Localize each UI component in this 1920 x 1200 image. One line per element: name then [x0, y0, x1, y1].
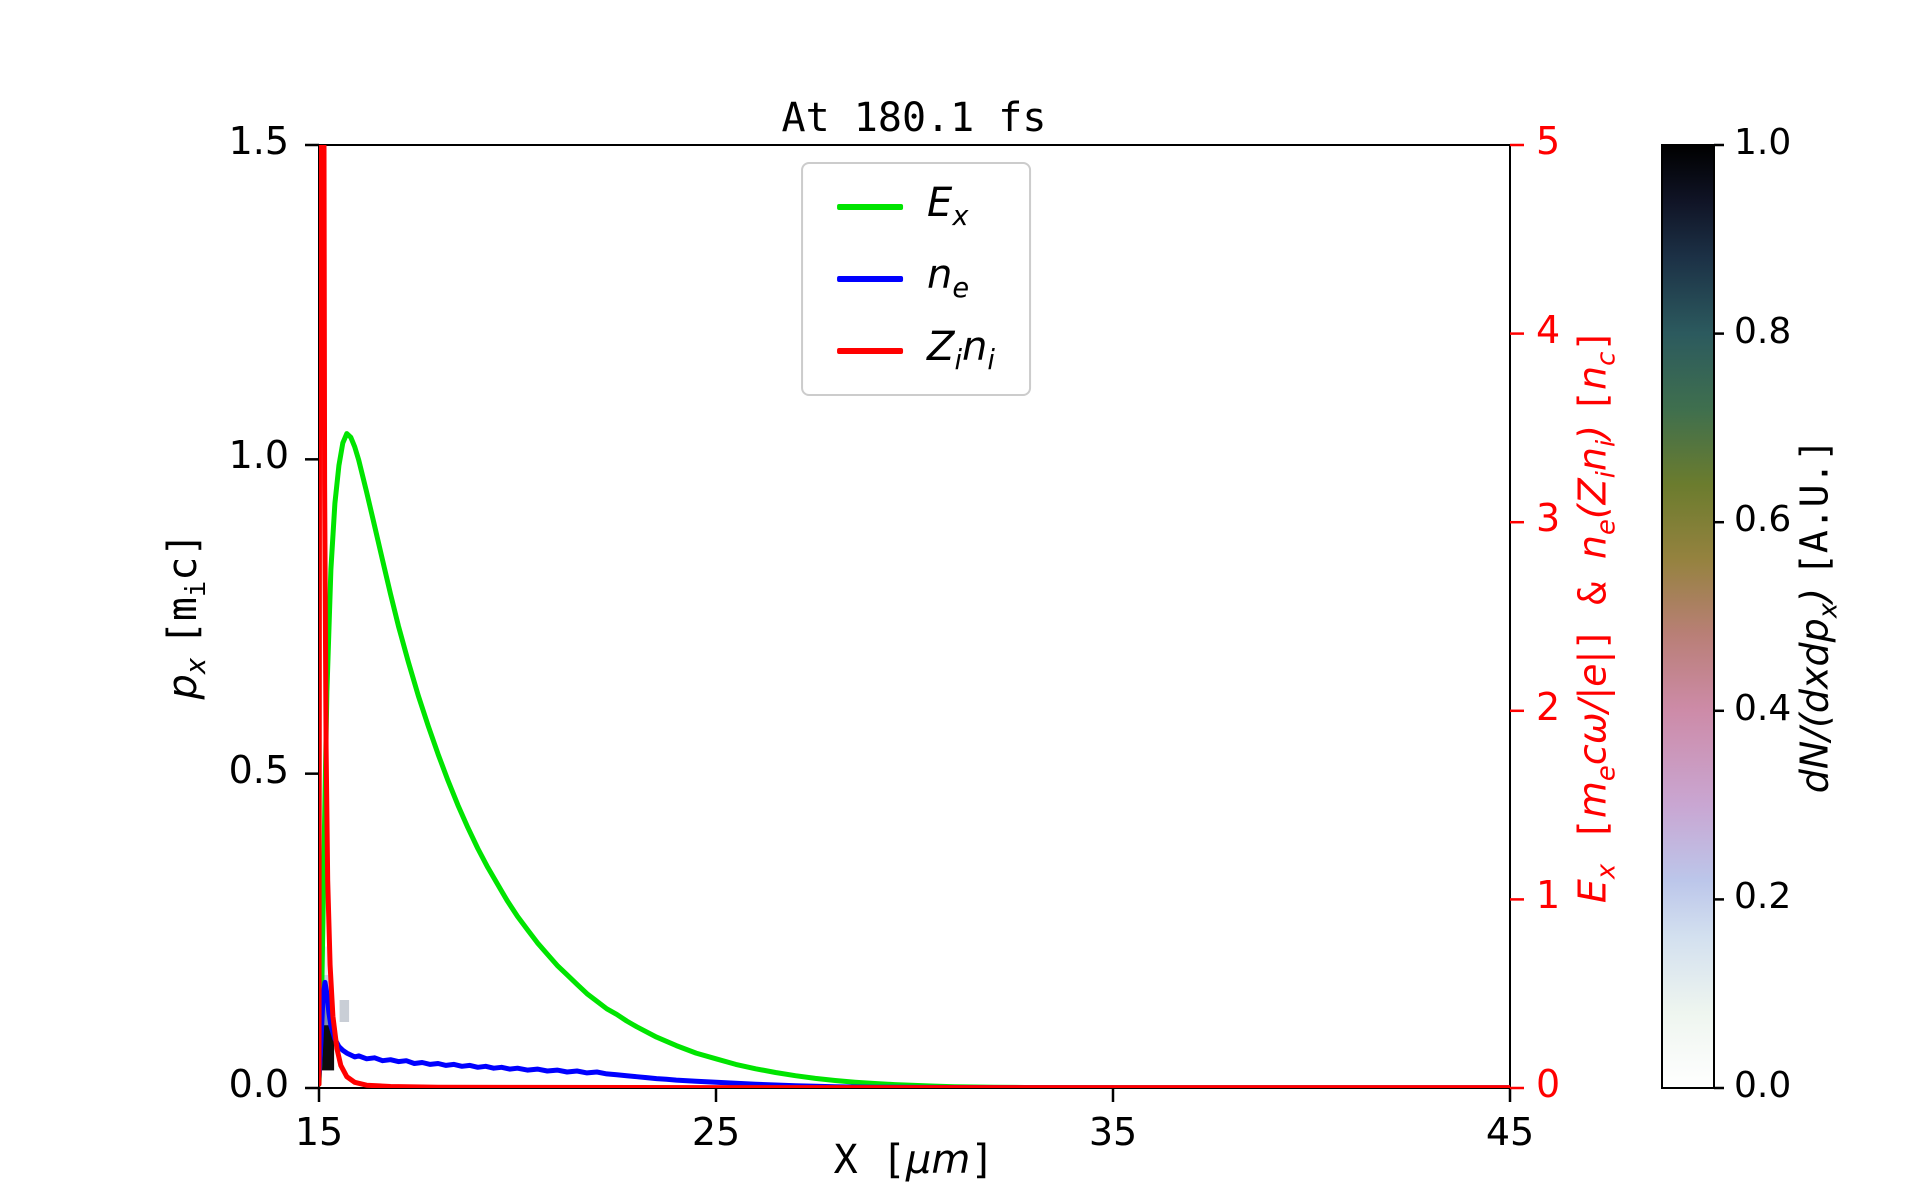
legend-line-ne [837, 276, 904, 282]
legend-label-ne: ne [927, 252, 970, 305]
colorbar-tick-label: 0.0 [1734, 1065, 1792, 1106]
legend-item-ex: Ex [837, 176, 995, 238]
y-right-tick-label: 2 [1536, 684, 1561, 729]
y-right-tick-label: 1 [1536, 873, 1561, 918]
legend-line-ex [837, 204, 904, 210]
colorbar-tick-label: 0.8 [1734, 310, 1792, 352]
legend-line-zini [837, 348, 904, 354]
x-tick-label: 25 [691, 1110, 741, 1154]
y-left-axis-label: px [mic] [160, 532, 212, 700]
x-tick-label: 45 [1485, 1110, 1535, 1154]
y-left-tick-label: 0.0 [228, 1062, 289, 1106]
y-left-tick-label: 1.0 [228, 433, 289, 478]
colorbar-tick-label: 0.2 [1734, 876, 1792, 918]
y-right-tick-label: 3 [1536, 496, 1561, 541]
legend-label-zini: Zini [927, 324, 995, 377]
colorbar-label: dN/(dxdpx) [A.U.] [1792, 438, 1844, 794]
colorbar-tick-label: 0.6 [1734, 499, 1792, 541]
x-tick-label: 35 [1088, 1110, 1138, 1154]
legend: Ex ne Zini [801, 162, 1031, 396]
x-axis-label: X [μm] [833, 1137, 995, 1183]
y-right-tick-label: 4 [1536, 307, 1561, 352]
y-right-axis-label: Ex [mecω/|e|] & ne(Zini) [nc] [1570, 328, 1622, 904]
legend-label-ex: Ex [927, 180, 969, 233]
colorbar-tick-label: 1.0 [1734, 122, 1792, 163]
y-left-tick-label: 0.5 [228, 747, 289, 792]
legend-item-ne: ne [837, 248, 995, 310]
legend-item-zini: Zini [837, 320, 995, 382]
y-left-tick-label: 1.5 [228, 119, 289, 163]
y-right-tick-label: 0 [1536, 1062, 1561, 1106]
colorbar-tick-label: 0.4 [1734, 687, 1792, 729]
plot-title: At 180.1 fs [781, 95, 1047, 141]
x-tick-label: 15 [294, 1110, 344, 1154]
y-right-tick-label: 5 [1536, 119, 1561, 163]
